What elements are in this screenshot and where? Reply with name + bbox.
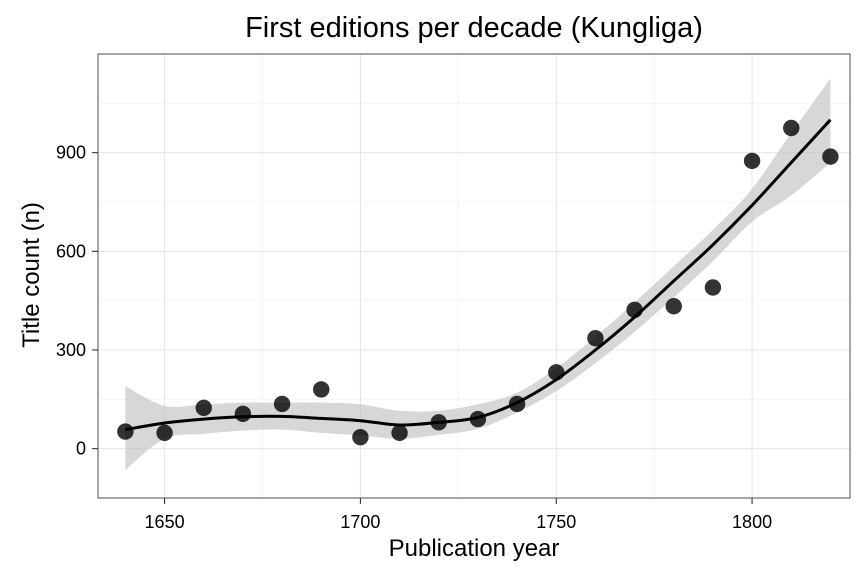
data-point [234, 405, 252, 423]
data-point [822, 148, 839, 165]
data-point [156, 424, 173, 442]
x-tick-label: 1700 [340, 512, 380, 532]
confidence-band-layer [125, 78, 831, 470]
plot-panel [97, 53, 851, 499]
x-tick-label: 1650 [145, 512, 185, 532]
x-axis: 1650 1700 1750 1800 [145, 498, 772, 532]
y-tick-label: 0 [76, 439, 86, 459]
data-point [743, 152, 761, 170]
y-tick-label: 900 [56, 143, 86, 163]
y-tick-label: 300 [56, 340, 86, 360]
data-point [352, 428, 369, 446]
data-point [626, 301, 643, 319]
data-points [117, 119, 839, 446]
smooth-line-layer [125, 118, 832, 432]
data-point [587, 329, 604, 347]
x-axis-title: Publication year [389, 535, 560, 562]
data-point [508, 395, 526, 413]
data-point [469, 410, 487, 428]
y-axis: 0 300 600 900 [56, 143, 98, 459]
data-point [313, 381, 330, 398]
data-point [391, 424, 408, 442]
data-point [665, 298, 682, 315]
data-point [783, 119, 800, 137]
chart-title: First editions per decade (Kungliga) [245, 12, 703, 44]
data-point [117, 423, 134, 440]
y-tick-label: 600 [56, 241, 86, 261]
x-tick-label: 1750 [536, 512, 576, 532]
data-point [273, 395, 291, 413]
y-axis-title: Title count (n) [18, 202, 45, 348]
confidence-band [125, 78, 831, 470]
smooth-trend-line [125, 118, 832, 432]
data-point [195, 399, 212, 417]
data-point [704, 279, 722, 296]
x-tick-label: 1800 [732, 512, 772, 532]
data-point [430, 414, 447, 431]
data-point [548, 364, 565, 381]
